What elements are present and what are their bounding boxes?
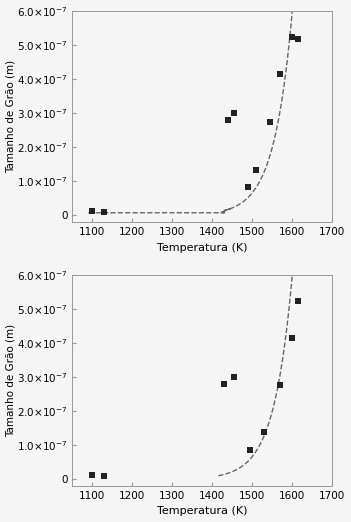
Point: [290, 334, 295, 342]
X-axis label: Temperatura (K): Temperatura (K): [157, 506, 247, 516]
Y-axis label: Tamanho de Grão (m): Tamanho de Grão (m): [6, 324, 15, 437]
Point: [232, 109, 237, 117]
Point: [221, 380, 227, 388]
Point: [246, 182, 251, 191]
Point: [226, 116, 231, 124]
Point: [296, 34, 301, 43]
Point: [267, 118, 273, 126]
Point: [101, 472, 107, 480]
Y-axis label: Tamanho de Grão (m): Tamanho de Grão (m): [6, 60, 15, 173]
Point: [90, 207, 95, 216]
Point: [101, 208, 107, 216]
Point: [296, 296, 301, 305]
X-axis label: Temperatura (K): Temperatura (K): [157, 243, 247, 253]
Point: [278, 381, 283, 389]
Point: [278, 70, 283, 78]
Point: [247, 446, 253, 455]
Point: [232, 373, 237, 382]
Point: [253, 165, 259, 174]
Point: [290, 33, 295, 41]
Point: [261, 428, 267, 436]
Point: [90, 471, 95, 479]
